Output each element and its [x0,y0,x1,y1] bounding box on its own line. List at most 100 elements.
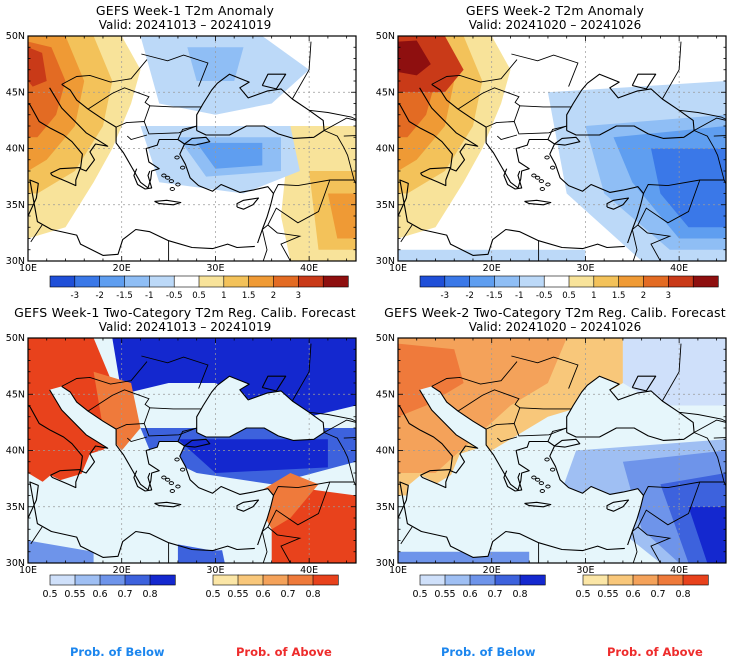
colorbar-tick-label: 0.5 [42,589,57,600]
colorbar-tick-label: 0.55 [597,589,618,600]
island [534,477,541,482]
colorbar-swatch [568,275,595,288]
sea-area [49,386,117,449]
colorbar-swatch [74,275,101,288]
prob-below-colorbar: 0.5 0.55 0.6 0.7 0.8 [42,574,176,600]
lon-tick-label: 20E [113,263,131,274]
colorbar-swatch [494,574,521,586]
colorbar-tick-label: -1.5 [486,291,503,300]
colorbar-tick-label: 3 [296,291,301,300]
prob-above-colorbar: 0.5 0.55 0.6 0.7 0.8 [575,574,709,600]
sea-area [419,386,487,449]
colorbar-swatch [519,275,545,288]
sea-area [516,441,561,485]
island [164,175,171,180]
lon-tick-label: 30E [206,565,224,576]
colorbar-tick-label: 1.5 [612,291,626,300]
colorbar-tick-label: -3 [441,291,449,300]
colorbar-swatch [643,275,669,288]
colorbar-tick-label: 0.8 [675,589,690,600]
colorbar-swatch [682,574,709,586]
panel-title: GEFS Week-1 Two-Category T2m Reg. Calib.… [14,305,356,320]
colorbar-tick-label: -0.5 [166,291,183,300]
colorbar-tick-label: 0.5 [205,589,220,600]
lon-tick-label: 20E [113,565,131,576]
island [531,475,537,480]
panel-week1-anomaly: GEFS Week-1 T2m Anomaly Valid: 20241013 … [0,0,370,300]
colorbar-swatch [287,574,314,586]
colorbar-tick-label: 2 [641,291,646,300]
sea-area [406,444,644,558]
colorbar-tick-label: 0.6 [92,589,107,600]
colorbar-swatch [49,275,76,288]
lon-tick-label: 30E [576,263,594,274]
island [545,484,551,489]
colorbar-tick-label: 0.8 [512,589,527,600]
lon-tick-label: 30E [206,263,224,274]
island [161,475,167,480]
anomaly-colorbar: -3 -2 -1.5 -1 -0.5 0.5 1 1.5 2 3 [49,275,349,300]
lon-tick-label: 20E [483,263,501,274]
colorbar-swatch [223,275,250,288]
shaded-region [398,40,431,76]
colorbar-tick-label: 0.8 [305,589,320,600]
prob-below-label-left: Prob. of Below [70,645,165,659]
colorbar-swatch [99,275,126,288]
lat-tick-label: 45N [376,87,395,98]
island [174,457,180,462]
panel-title: GEFS Week-2 Two-Category T2m Reg. Calib.… [384,305,726,320]
colorbar-swatch [124,574,151,586]
prob-above-label-right: Prob. of Above [607,645,703,659]
island [549,165,556,170]
axis-ticks [27,337,356,564]
shading-layer [398,338,726,563]
colorbar-swatch [322,275,349,288]
panel-valid-dates: Valid: 20241020 – 20241026 [468,18,642,32]
colorbar-swatch [444,574,471,586]
island [538,179,545,184]
island [168,179,175,184]
colorbar-tick-label: -2 [465,291,473,300]
colorbar-swatch [607,574,634,586]
colorbar-tick-label: -3 [71,291,79,300]
colorbar-swatch [419,574,446,586]
lat-tick-label: 40N [6,144,25,155]
lat-tick-label: 30N [6,256,25,267]
island [161,173,167,178]
colorbar-swatch [262,574,289,586]
colorbar-tick-label: 0.55 [64,589,85,600]
shaded-region [622,338,726,406]
panel-title: GEFS Week-1 T2m Anomaly [95,3,275,18]
shaded-region [28,540,94,563]
colorbar-tick-label: 0.55 [434,589,455,600]
colorbar-tick-label: 0.5 [412,589,427,600]
colorbar-tick-label: 0.6 [625,589,640,600]
colorbar-tick-label: 1 [221,291,226,300]
lat-tick-label: 45N [376,389,395,400]
lat-tick-label: 50N [6,31,25,42]
colorbar-swatch [543,275,570,288]
lat-tick-label: 50N [376,31,395,42]
island [534,175,541,180]
prob-below-label-right: Prob. of Below [441,645,536,659]
colorbar-swatch [149,275,175,288]
panel-week2-anomaly: GEFS Week-2 T2m Anomaly Valid: 20241020 … [370,0,740,300]
axis-ticks [397,35,726,262]
lon-tick-label: 40E [670,263,688,274]
colorbar-tick-label: 0.7 [487,589,502,600]
lon-tick-label: 40E [300,263,318,274]
shaded-region [651,148,726,228]
lon-tick-label: 40E [670,565,688,576]
island [544,457,550,462]
colorbar-tick-label: 1.5 [242,291,256,300]
colorbar-tick-label: 0.5 [562,291,576,300]
anomaly-colorbar: -3 -2 -1.5 -1 -0.5 0.5 1 1.5 2 3 [419,275,719,300]
colorbar-tick-label: -1 [145,291,153,300]
colorbar-swatch [593,275,620,288]
colorbar-swatch [124,275,150,288]
island [539,187,545,191]
colorbar-tick-label: 0.55 [227,589,248,600]
lat-tick-label: 35N [376,502,395,513]
coastlines [398,375,695,558]
